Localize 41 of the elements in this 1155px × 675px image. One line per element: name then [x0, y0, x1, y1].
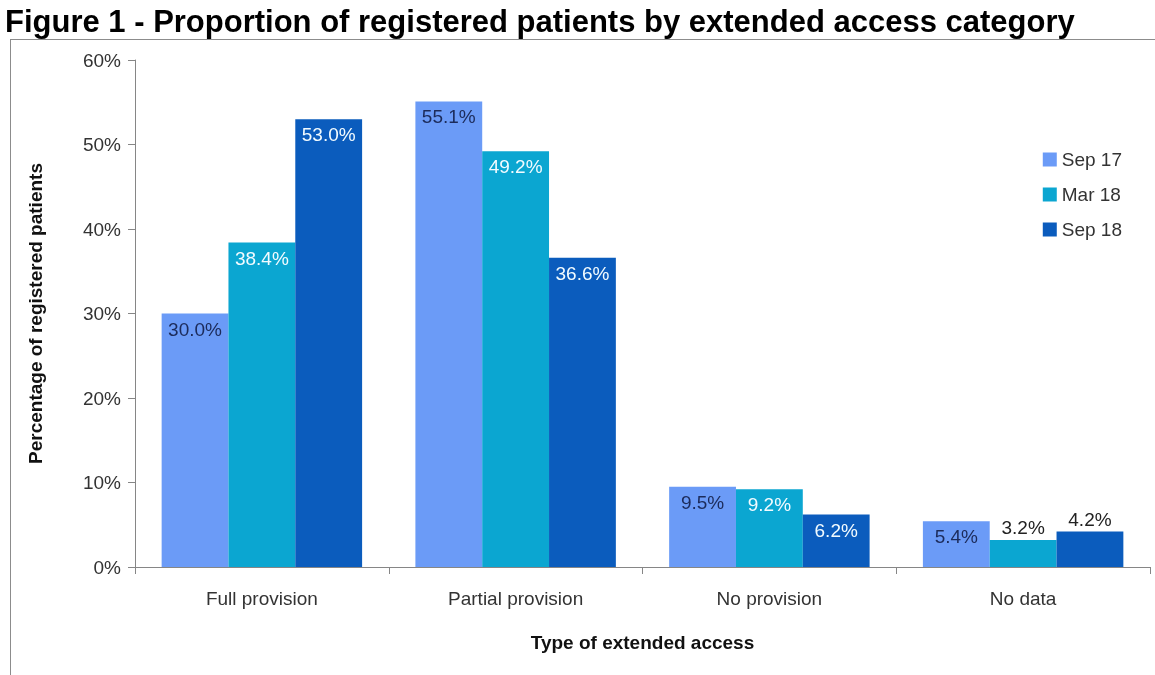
- bar: [415, 101, 483, 567]
- bar: [161, 313, 229, 567]
- data-label: 49.2%: [488, 156, 543, 178]
- y-axis-title: Percentage of registered patients: [25, 163, 46, 464]
- data-label: 30.0%: [168, 318, 223, 340]
- x-axis-title: Type of extended access: [530, 632, 755, 653]
- x-tick-label: Full provision: [205, 588, 318, 609]
- data-label: 36.6%: [555, 262, 610, 284]
- bar: [549, 257, 616, 567]
- y-tick-label: 10%: [82, 472, 122, 493]
- y-tick-label: 30%: [82, 303, 122, 324]
- bar: [1056, 531, 1124, 567]
- y-tick-label: 20%: [82, 387, 122, 409]
- bar: [228, 242, 296, 567]
- y-tick-label: 60%: [82, 49, 122, 71]
- y-tick-label: 50%: [82, 134, 122, 155]
- data-label: 38.4%: [234, 247, 289, 269]
- y-tick-label: 0%: [93, 556, 122, 578]
- data-label: 4.2%: [1068, 508, 1112, 530]
- legend-label: Mar 18: [1061, 184, 1121, 205]
- bar: [922, 521, 990, 567]
- data-label: 5.4%: [934, 526, 979, 548]
- bar: [989, 539, 1057, 567]
- bar: [802, 514, 870, 567]
- data-label: 53.0%: [301, 124, 356, 146]
- x-tick-label: Partial provision: [448, 588, 584, 609]
- data-label: 9.5%: [680, 491, 725, 513]
- bar: [735, 489, 803, 567]
- bar: [295, 119, 363, 567]
- chart-title: Figure 1 - Proportion of registered patients by extended access category: [5, 4, 1076, 39]
- legend-label: Sep 18: [1061, 219, 1123, 240]
- data-label: 3.2%: [1001, 516, 1045, 538]
- data-label: 6.2%: [814, 519, 858, 541]
- bar: [669, 486, 736, 567]
- x-tick-label: No data: [989, 588, 1057, 609]
- bar: [482, 151, 550, 567]
- data-label: 55.1%: [421, 106, 476, 128]
- legend-label: Sep 17: [1061, 149, 1123, 170]
- y-tick-label: 40%: [82, 218, 122, 240]
- data-label: 9.2%: [747, 494, 792, 516]
- x-tick-label: No provision: [716, 588, 823, 609]
